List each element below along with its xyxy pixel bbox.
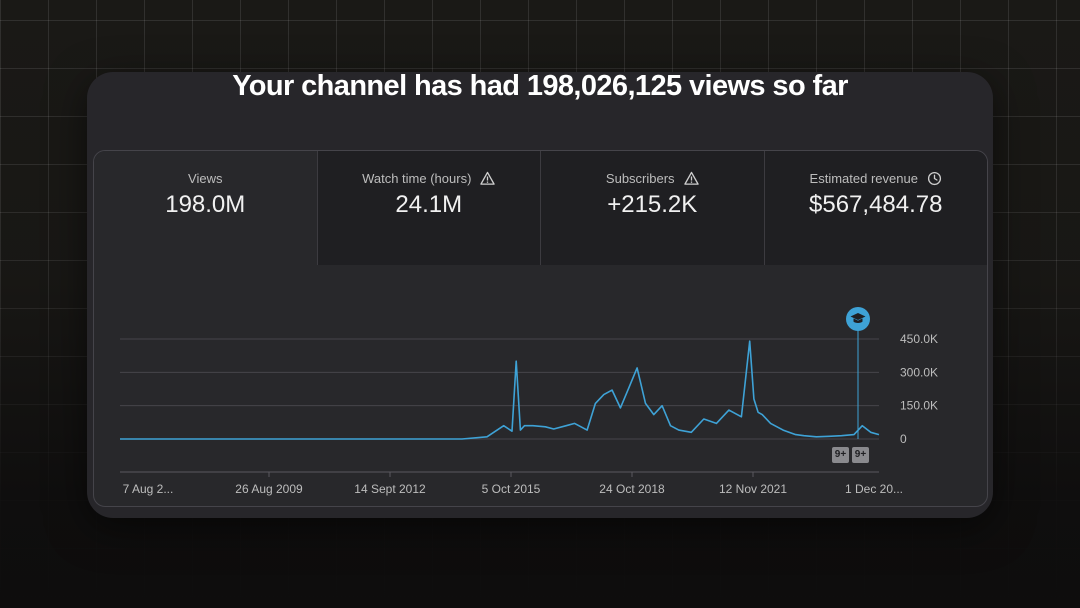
warning-icon[interactable] — [683, 171, 699, 186]
warning-icon[interactable] — [480, 171, 496, 186]
page-title: Your channel has had 198,026,125 views s… — [232, 70, 848, 102]
x-tick-label: 12 Nov 2021 — [719, 482, 787, 496]
chart-svg: 450.0K 300.0K 150.0K 0 7 Aug 2... 26 Aug 2009… — [119, 331, 938, 496]
metric-label-text: Watch time (hours) — [362, 171, 472, 186]
clock-icon[interactable] — [927, 171, 942, 186]
y-tick-label: 450.0K — [900, 332, 938, 346]
metric-label-text: Estimated revenue — [809, 171, 918, 186]
annotation-badge[interactable]: 9+ — [832, 447, 849, 463]
metric-value: 24.1M — [395, 191, 463, 218]
annotation-badge[interactable]: 9+ — [852, 447, 869, 463]
x-tick-label: 5 Oct 2015 — [482, 482, 541, 496]
metric-value: 198.0M — [165, 191, 246, 218]
metric-tab-revenue[interactable]: Estimated revenue $567,484.78 — [764, 151, 988, 265]
metric-label: Watch time (hours) — [318, 171, 541, 186]
metric-tab-subscribers[interactable]: Subscribers +215.2K — [541, 151, 765, 265]
metric-tab-watch-time[interactable]: Watch time (hours) 24.1M — [317, 151, 541, 265]
x-tick-label: 7 Aug 2... — [123, 482, 174, 496]
views-chart[interactable]: 450.0K 300.0K 150.0K 0 7 Aug 2... 26 Aug 2009… — [94, 265, 987, 506]
x-tick-label: 14 Sept 2012 — [354, 482, 426, 496]
metric-value: $567,484.78 — [809, 191, 943, 218]
x-tick-label: 24 Oct 2018 — [599, 482, 665, 496]
y-tick-label: 300.0K — [900, 365, 938, 379]
views-series-line[interactable] — [120, 340, 880, 440]
metric-value: +215.2K — [607, 191, 698, 218]
metric-label: Estimated revenue — [765, 171, 988, 186]
metric-tab-views[interactable]: Views 198.0M — [94, 151, 318, 265]
metric-label-text: Views — [188, 171, 223, 186]
x-tick-label: 1 Dec 20... — [845, 482, 903, 496]
metric-label-text: Subscribers — [605, 171, 675, 186]
metric-label: Subscribers — [541, 171, 764, 186]
y-tick-label: 150.0K — [900, 399, 938, 413]
metric-tabs: Views 198.0M Watch time (hours) 24.1M Su… — [94, 151, 987, 265]
analytics-panel: Views 198.0M Watch time (hours) 24.1M Su… — [93, 150, 988, 507]
metric-label: Views — [94, 171, 317, 186]
y-tick-label: 0 — [900, 432, 907, 446]
x-tick-label: 26 Aug 2009 — [235, 482, 303, 496]
graduation-cap-icon[interactable] — [846, 307, 870, 331]
